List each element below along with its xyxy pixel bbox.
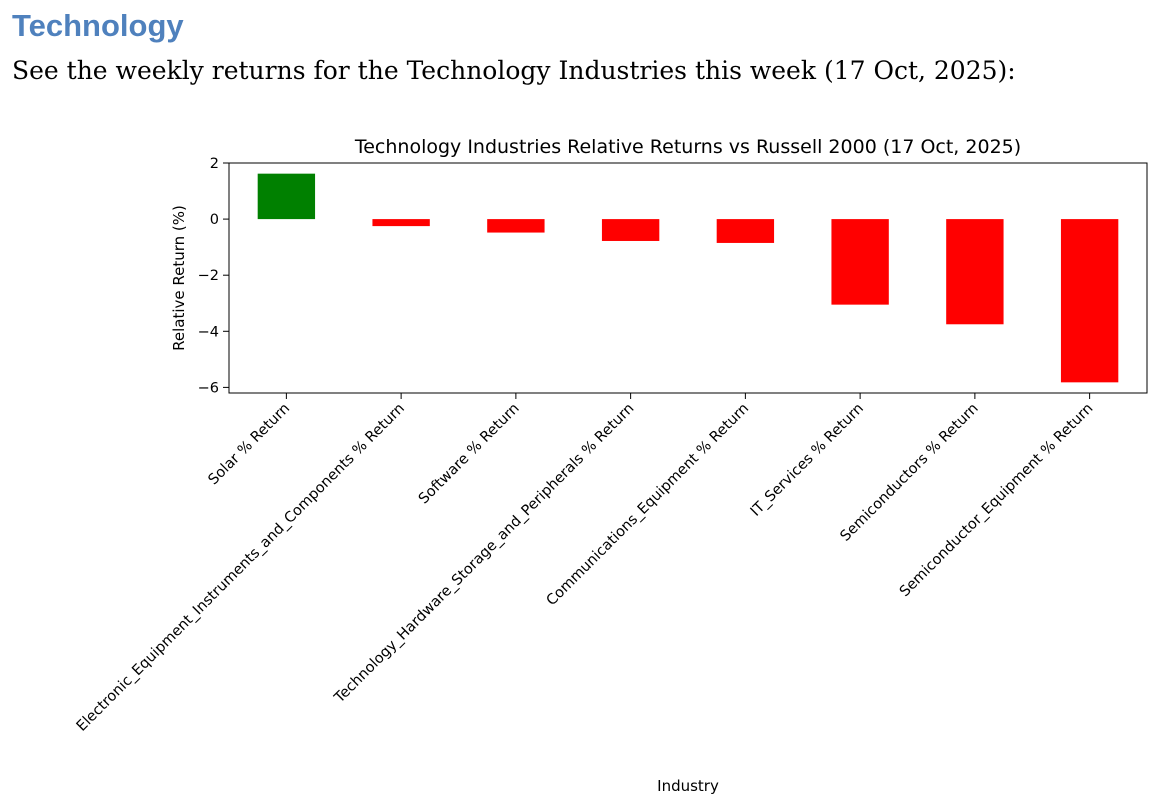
y-tick-label: −2 [198, 268, 219, 284]
intro-paragraph: See the weekly returns for the Technolog… [12, 56, 1016, 85]
bars-group [257, 173, 1119, 383]
x-tick-label: Semiconductors % Return [838, 401, 982, 545]
bar-solar-return [257, 173, 316, 220]
section-heading: Technology [12, 8, 184, 43]
chart-title: Technology Industries Relative Returns v… [354, 136, 1021, 158]
x-tick-label: Communications_Equipment % Return [544, 401, 753, 610]
y-tick-label: −6 [198, 380, 219, 396]
bar-software-return [487, 219, 545, 233]
y-tick-label: 2 [210, 156, 219, 172]
x-tick-label: Software % Return [416, 401, 523, 508]
x-tick-label: Semiconductor_Equipment % Return [897, 401, 1097, 601]
bar-technology-hardware-storage-and-peripherals-return [601, 219, 660, 241]
y-tick-label: 0 [210, 212, 219, 228]
bar-semiconductor-equipment-return [1060, 219, 1119, 383]
y-axis-label: Relative Return (%) [170, 205, 188, 351]
plot-frame [228, 162, 1148, 394]
y-tick-label: −4 [198, 324, 219, 340]
x-axis-ticks: Solar % ReturnElectronic_Equipment_Instr… [74, 393, 1097, 735]
bar-semiconductors-return [946, 219, 1004, 325]
x-tick-label: IT_Services % Return [748, 401, 867, 520]
x-tick-label: Solar % Return [205, 401, 293, 489]
bar-communications-equipment-return [716, 219, 775, 243]
x-axis-label: Industry [657, 777, 719, 795]
bar-it-services-return [831, 219, 889, 305]
y-axis-ticks: 2 0 −2 −4 −6 [198, 156, 229, 396]
bar-electronic-equipment-instruments-and-components-return [372, 219, 430, 227]
